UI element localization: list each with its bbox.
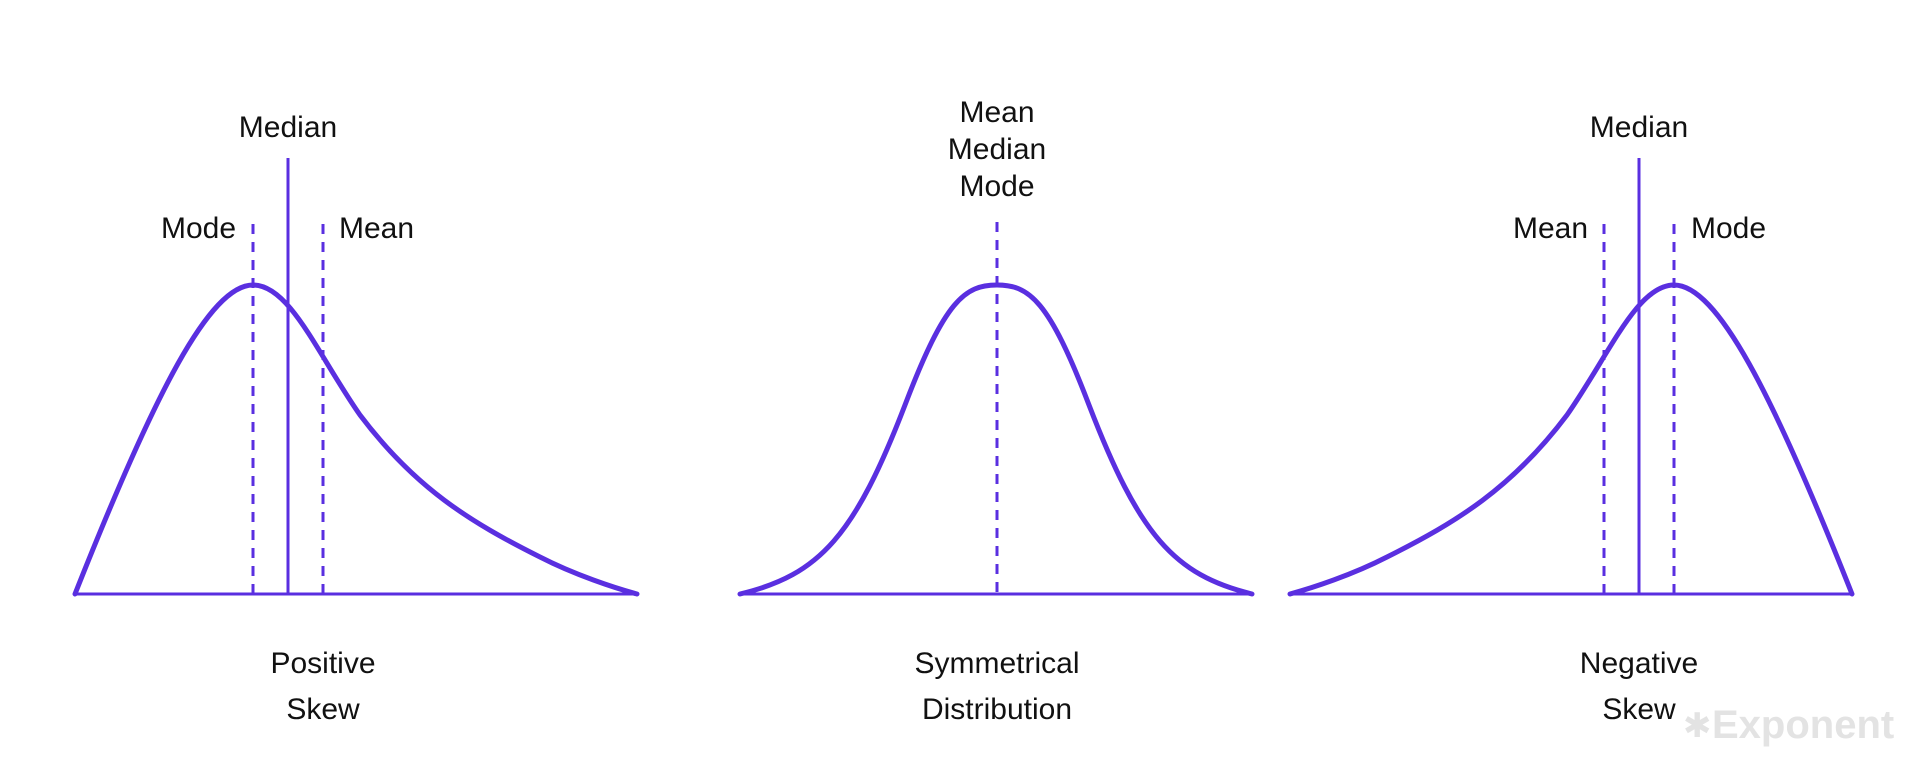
negative-median-label: Median <box>1590 111 1688 144</box>
symmetrical-label-median: Median <box>948 133 1046 166</box>
negative-skew-panel: Median Mean Mode Negative Skew <box>1287 111 1855 726</box>
negative-mode-label: Mode <box>1691 212 1766 245</box>
negative-caption-line1: Negative <box>1580 647 1698 680</box>
symmetrical-panel: Mean Median Mode Symmetrical Distributio… <box>737 96 1255 726</box>
negative-skew-curve <box>1287 282 1855 597</box>
star-icon: ✱ <box>1683 706 1712 746</box>
symmetrical-label-mode: Mode <box>959 170 1034 203</box>
exponent-watermark: ✱ Exponent <box>1683 703 1894 747</box>
positive-skew-curve <box>72 282 640 597</box>
symmetrical-label-mean: Mean <box>959 96 1034 129</box>
positive-caption-line1: Positive <box>270 647 375 680</box>
positive-median-label: Median <box>239 111 337 144</box>
symmetrical-caption-line2: Distribution <box>922 693 1072 726</box>
positive-caption-line2: Skew <box>286 693 360 726</box>
watermark-text: Exponent <box>1712 703 1894 747</box>
negative-mean-label: Mean <box>1513 212 1588 245</box>
positive-mode-label: Mode <box>161 212 236 245</box>
positive-skew-panel: Median Mode Mean Positive Skew <box>72 111 640 726</box>
positive-mean-label: Mean <box>339 212 414 245</box>
symmetrical-caption-line1: Symmetrical <box>914 647 1079 680</box>
negative-caption-line2: Skew <box>1602 693 1676 726</box>
